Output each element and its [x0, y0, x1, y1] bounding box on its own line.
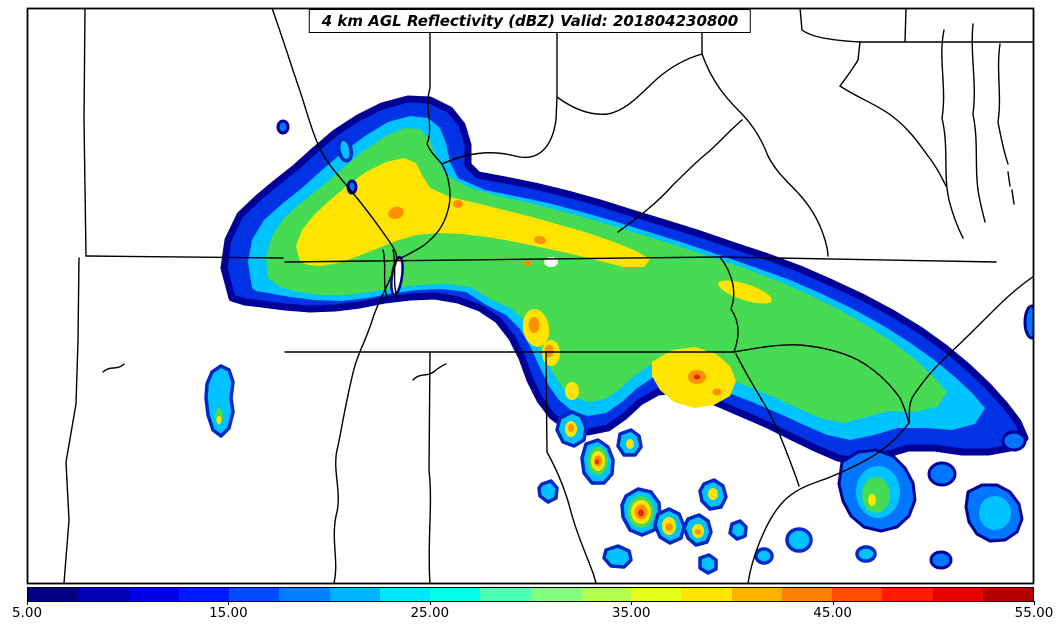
- state-line: [284, 256, 721, 263]
- georgia-cells: [537, 410, 748, 575]
- colorbar-segment: [530, 588, 581, 601]
- colorbar-segment: [229, 588, 280, 601]
- colorbar-segment: [178, 588, 229, 601]
- precip-cell: [728, 519, 748, 541]
- colorbar-segment: [882, 588, 933, 601]
- colorbar-segment: [480, 588, 531, 601]
- river-line: [556, 53, 703, 115]
- band-orange-cores: [388, 200, 722, 396]
- state-line: [904, 9, 907, 43]
- river-line: [271, 9, 398, 583]
- colorbar-segment: [279, 588, 330, 601]
- lake-line: [392, 249, 398, 298]
- precip-cell: [855, 545, 877, 563]
- colorbar-segment: [731, 588, 782, 601]
- precip-cell: [537, 479, 559, 504]
- river-line: [441, 96, 558, 165]
- colorbar-segment: [681, 588, 732, 601]
- river-line: [839, 85, 947, 187]
- coastline: [971, 23, 986, 223]
- colorbar-segment: [932, 588, 983, 601]
- colorbar-segment: [128, 588, 179, 601]
- precip-cell: [785, 527, 813, 553]
- precip-cell: [754, 547, 774, 565]
- colorbar-segment: [631, 588, 682, 601]
- state-line: [545, 351, 597, 583]
- state-line: [733, 344, 910, 424]
- river-line: [735, 353, 800, 487]
- colorbar-segment: [78, 588, 129, 601]
- colorbar-segment: [28, 588, 79, 601]
- nw-specks: [276, 119, 358, 195]
- river-line: [395, 163, 451, 261]
- state-line: [839, 41, 861, 87]
- lake-line: [382, 249, 388, 298]
- colorbar: [27, 587, 1034, 602]
- colorbar-segment: [781, 588, 832, 601]
- state-line: [719, 256, 997, 263]
- yellow-streak: [718, 280, 772, 304]
- precip-cell: [1023, 304, 1033, 340]
- coastal-patches: [754, 304, 1033, 570]
- arkansas-cell: [204, 364, 235, 438]
- coastline: [941, 29, 964, 239]
- colorbar-segment: [329, 588, 380, 601]
- coastline: [747, 275, 1033, 583]
- colorbar-segment: [982, 588, 1033, 601]
- river-line: [412, 363, 447, 381]
- precip-cell: [929, 550, 953, 570]
- reflectivity-field: [204, 95, 1033, 575]
- colorbar-segment: [379, 588, 430, 601]
- colorbar-segment: [580, 588, 631, 601]
- coastline: [997, 43, 1009, 165]
- precip-cell: [602, 544, 633, 569]
- state-line: [719, 256, 739, 353]
- band-yellow-core: [296, 158, 650, 267]
- precip-cell: [927, 461, 957, 487]
- state-line: [617, 119, 743, 233]
- state-line: [701, 53, 829, 257]
- state-line: [428, 351, 432, 583]
- coastline: [1007, 171, 1015, 205]
- precip-cell: [1001, 430, 1027, 452]
- colorbar-segment: [832, 588, 883, 601]
- state-line: [426, 9, 443, 165]
- plot-frame: [26, 7, 1035, 585]
- state-line: [63, 257, 80, 583]
- colorbar-segment: [430, 588, 481, 601]
- river-line: [102, 363, 125, 373]
- state-line: [799, 9, 861, 43]
- state-line: [83, 9, 87, 257]
- state-line: [85, 255, 284, 259]
- plot-title: 4 km AGL Reflectivity (dBZ) Valid: 20180…: [308, 9, 752, 33]
- precip-cell: [698, 553, 718, 575]
